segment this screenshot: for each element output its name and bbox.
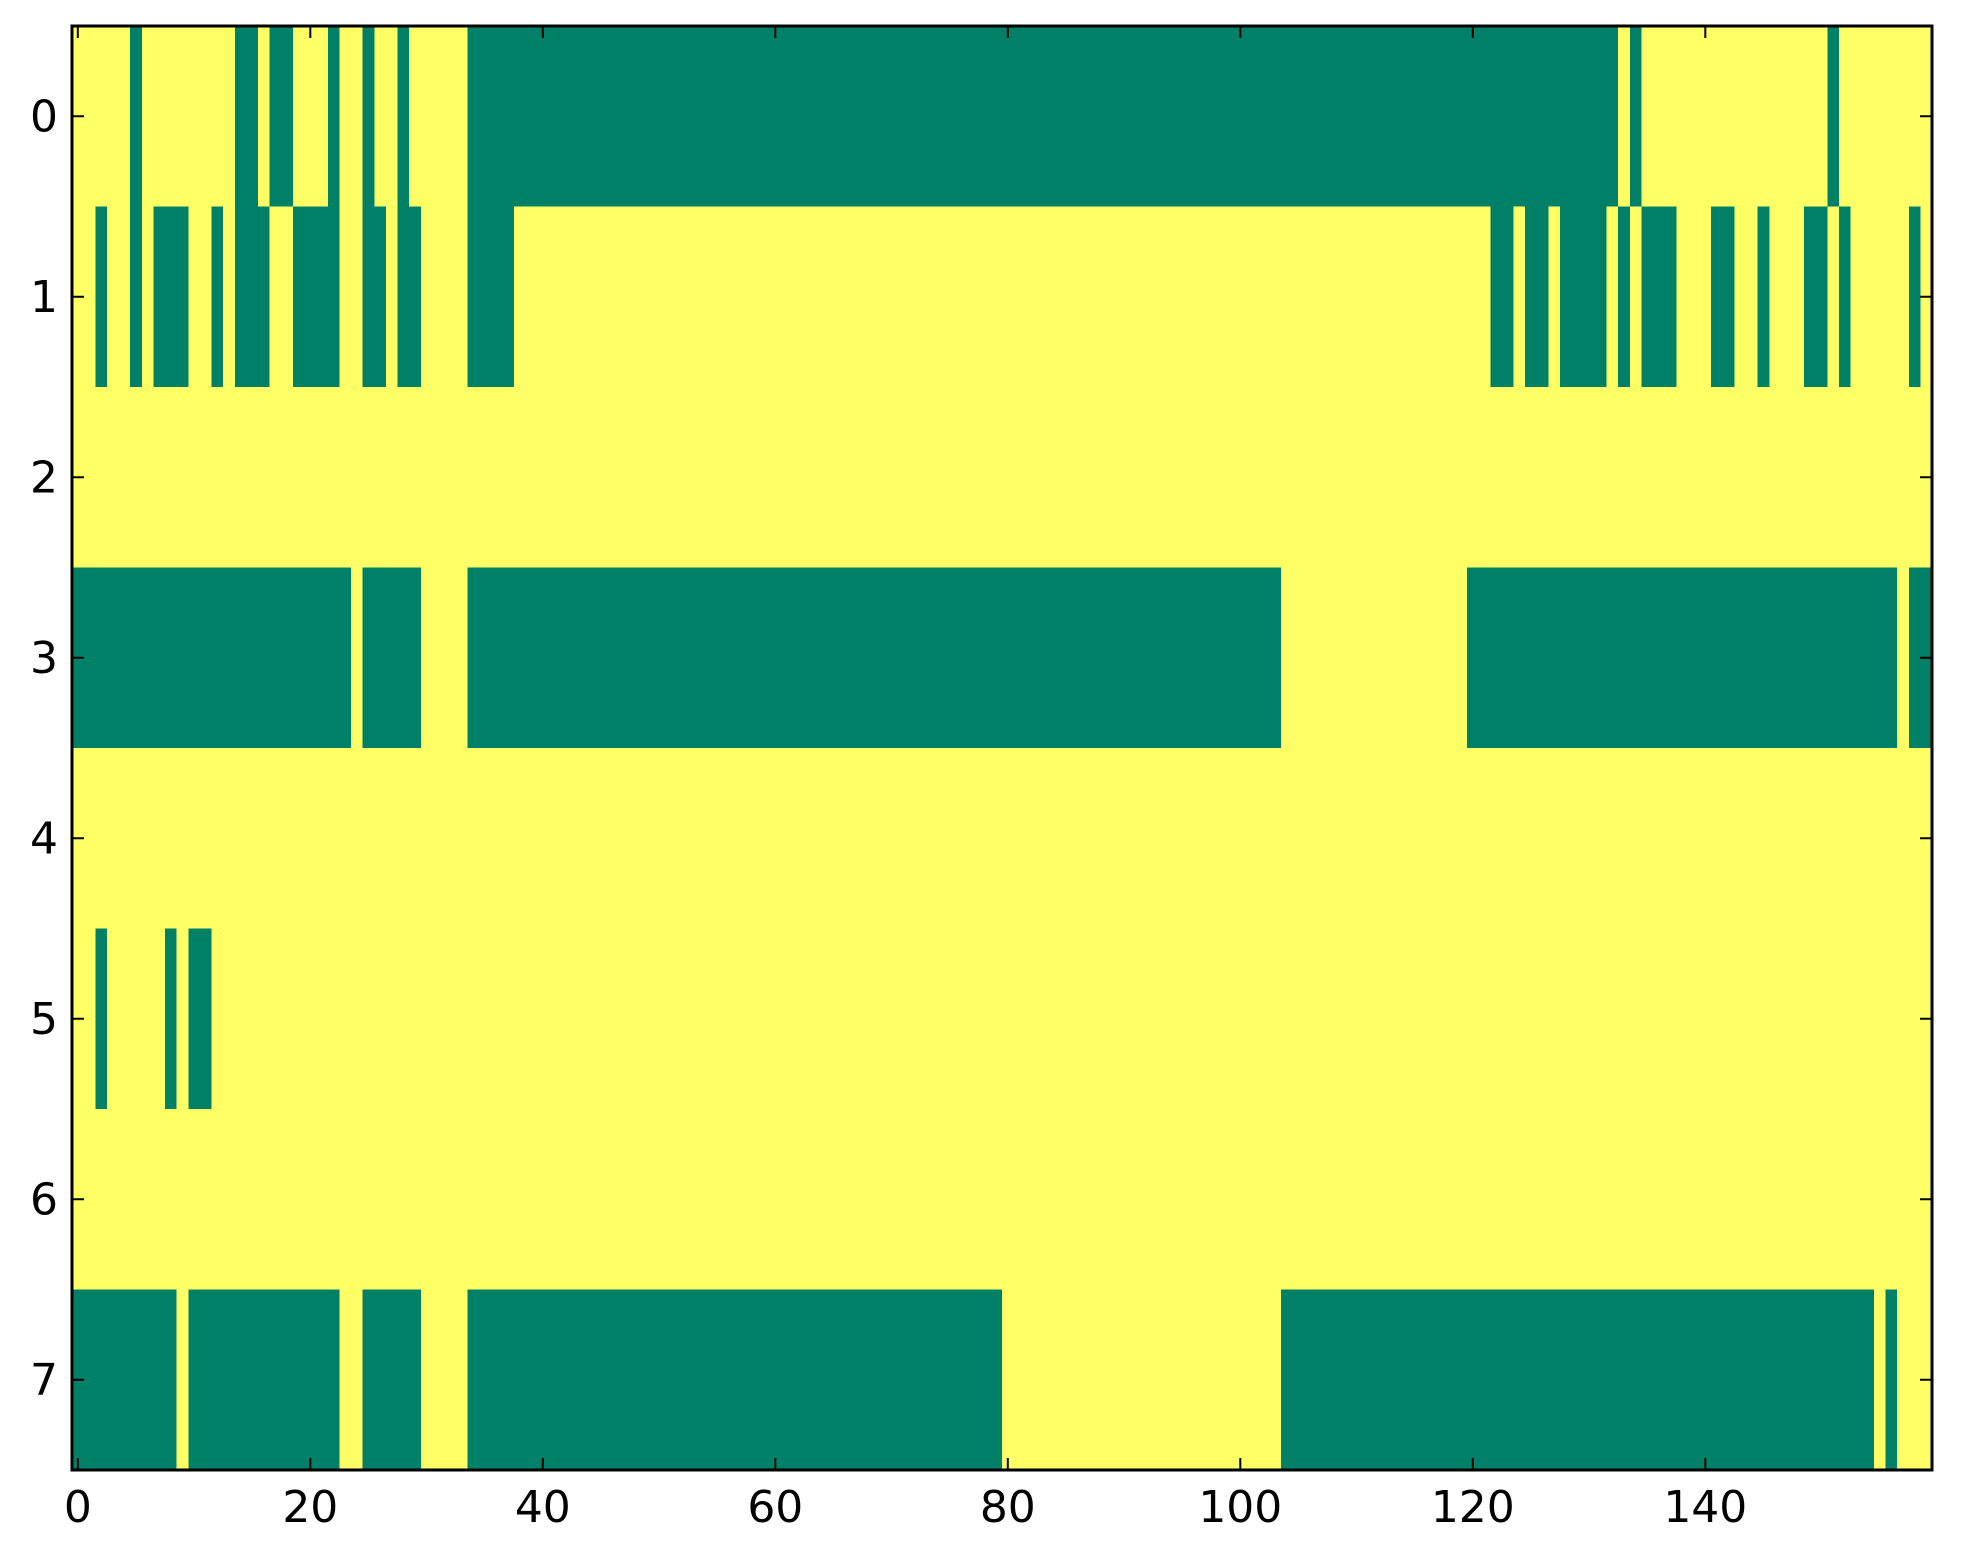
heatmap-cell-run	[95, 206, 107, 387]
heatmap-cell-run	[130, 206, 142, 387]
x-tick-label: 20	[282, 1482, 338, 1533]
heatmap-cell-run	[362, 1289, 421, 1470]
heatmap-cell-run	[95, 928, 107, 1109]
heatmap-cell-run	[467, 206, 514, 387]
heatmap-cell-run	[165, 928, 177, 1109]
heatmap-cell-run	[1885, 1289, 1898, 1470]
tick-marks	[72, 26, 1932, 1470]
heatmap-cell-run	[292, 206, 340, 387]
x-tick-label: 0	[64, 1482, 92, 1533]
heatmap-cell-run	[327, 26, 340, 207]
heatmap-cell-run	[72, 1289, 177, 1470]
y-tick-label: 7	[30, 1355, 58, 1406]
heatmap-cell-run	[153, 206, 189, 387]
y-tick-label: 3	[30, 633, 58, 684]
heatmap-cell-run	[1281, 1289, 1874, 1470]
heatmap-cell-run	[1839, 206, 1851, 387]
heatmap-cell-run	[362, 26, 375, 207]
heatmap-cell-run	[1757, 206, 1770, 387]
x-tick-label: 40	[515, 1482, 571, 1533]
y-tick-label: 5	[30, 994, 58, 1045]
heatmap-cell-run	[1560, 206, 1607, 387]
heatmap-cell-run	[362, 567, 421, 748]
heatmap-cell-run	[1618, 206, 1630, 387]
axes-frame	[70, 24, 1934, 1472]
heatmap-cell-run	[188, 1289, 340, 1470]
x-tick-label: 80	[980, 1482, 1036, 1533]
x-tick-label: 120	[1431, 1482, 1515, 1533]
heatmap-cell-run	[269, 26, 293, 207]
x-tick-label: 100	[1198, 1482, 1282, 1533]
heatmap-cell-run	[130, 26, 142, 207]
heatmap-cell-run	[362, 206, 386, 387]
heatmap-cell-run	[1641, 206, 1677, 387]
heatmap-cell-run	[1467, 567, 1898, 748]
heatmap-cell-run	[1629, 26, 1642, 207]
heatmap-cell-run	[188, 928, 212, 1109]
heatmap-cell-run	[234, 206, 270, 387]
heatmap-cell-run	[1827, 26, 1840, 207]
y-tick-label: 4	[30, 813, 58, 864]
heatmap-cell-run	[397, 206, 421, 387]
heatmap-cell-run	[72, 567, 351, 748]
heatmap-cell-run	[467, 567, 1281, 748]
plot-area	[72, 26, 1932, 1470]
heatmap-cell-run	[234, 26, 258, 207]
heatmap-cell-run	[1804, 206, 1828, 387]
x-tick-label: 60	[747, 1482, 803, 1533]
y-tick-label: 0	[30, 91, 58, 142]
y-tick-label: 6	[30, 1174, 58, 1225]
heatmap-cell-run	[1711, 206, 1735, 387]
heatmap-cell-run	[397, 26, 410, 207]
heatmap-cell-run	[1490, 206, 1514, 387]
heatmap-cell-run	[467, 26, 1619, 207]
heatmap-cell-run	[1908, 206, 1921, 387]
y-tick-label: 1	[30, 272, 58, 323]
y-tick-label: 2	[30, 452, 58, 503]
heatmap-cell-run	[211, 206, 224, 387]
tick-labels: 0 20 40 60 80 100 120 140 0 1 2 3 4 5 6 7	[30, 91, 1747, 1533]
x-tick-label: 140	[1663, 1482, 1747, 1533]
heatmap-cell-run	[1525, 206, 1549, 387]
heatmap-cell-run	[467, 1289, 1002, 1470]
